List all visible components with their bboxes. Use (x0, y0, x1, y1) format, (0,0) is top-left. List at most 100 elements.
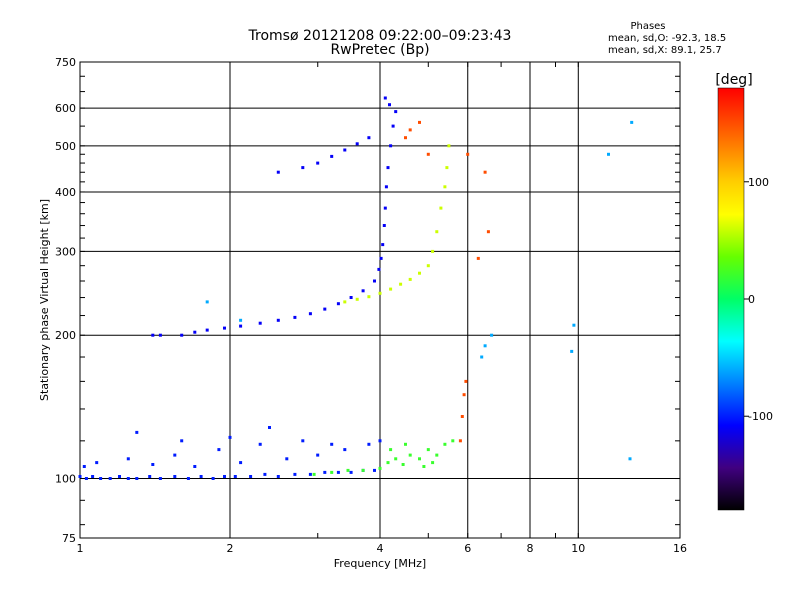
data-point (426, 152, 430, 156)
y-tick-label: 400 (55, 186, 76, 199)
data-point (217, 448, 221, 452)
data-point (389, 287, 393, 291)
data-point (293, 315, 297, 319)
data-point (249, 475, 253, 478)
data-point (418, 457, 421, 461)
data-point (205, 300, 209, 304)
data-point (205, 328, 209, 332)
data-point (367, 136, 371, 140)
data-point (343, 148, 347, 152)
stats-line-x: mean, sd,X: 89.1, 25.7 (608, 45, 722, 56)
data-point (173, 475, 177, 478)
data-point (355, 297, 359, 301)
data-point (95, 461, 99, 465)
data-point (361, 289, 365, 293)
data-point (223, 475, 226, 478)
data-point (607, 152, 610, 156)
data-point (330, 470, 334, 474)
data-point (293, 472, 297, 476)
data-point (486, 230, 490, 234)
data-point (381, 243, 385, 247)
data-point (91, 475, 95, 478)
chart-title: Tromsø 20121208 09:22:00–09:23:43 (248, 28, 512, 44)
x-tick-label: 2 (227, 542, 234, 555)
data-point (418, 271, 421, 275)
data-point (239, 461, 243, 465)
data-point (476, 256, 480, 260)
data-point (258, 442, 262, 446)
y-tick-label: 75 (62, 532, 76, 545)
data-point (316, 453, 320, 457)
data-point (404, 442, 407, 446)
data-point (451, 439, 455, 443)
data-point (118, 475, 121, 478)
data-point (435, 453, 439, 457)
data-point (483, 170, 487, 174)
data-point (276, 475, 280, 478)
data-point (126, 477, 130, 480)
x-tick-label: 10 (571, 542, 585, 555)
data-point (263, 472, 267, 476)
data-point (378, 466, 382, 470)
data-point (151, 463, 155, 466)
y-tick-label: 750 (55, 56, 76, 69)
data-point (312, 472, 316, 476)
data-point (386, 461, 390, 465)
data-point (401, 463, 405, 466)
data-point (391, 124, 395, 128)
data-point (199, 475, 203, 478)
data-point (431, 249, 435, 253)
data-point (308, 312, 312, 316)
data-point (462, 393, 466, 397)
data-point (418, 120, 421, 124)
data-point (84, 477, 88, 480)
data-point (135, 430, 139, 434)
colorbar-tick-label: -100 (748, 410, 773, 423)
data-point (108, 477, 112, 480)
data-point (135, 477, 139, 480)
data-point (367, 295, 371, 299)
data-point (443, 442, 447, 446)
x-tick-label: 4 (377, 542, 384, 555)
data-point (435, 230, 439, 234)
data-point (349, 296, 353, 299)
y-tick-label: 200 (55, 329, 76, 342)
data-point (330, 442, 334, 446)
data-point (373, 279, 376, 283)
data-point (408, 128, 412, 132)
data-point (490, 333, 494, 337)
axis-ticks: 1 2 4 6 8 10 16 75 100 200 300 400 500 600 750 (55, 56, 687, 555)
y-tick-label: 300 (55, 245, 76, 258)
data-point (382, 224, 386, 227)
data-point (301, 166, 305, 170)
x-tick-label: 16 (673, 542, 687, 555)
data-point (439, 206, 443, 210)
y-axis-label: Stationary phase Virtual Height [km] (38, 199, 51, 401)
colorbar-label: [deg] (715, 72, 752, 88)
data-point (408, 277, 412, 281)
data-point (349, 470, 353, 474)
data-point (336, 470, 340, 474)
data-point (383, 206, 387, 210)
y-tick-label: 100 (55, 473, 76, 486)
data-point (389, 144, 393, 148)
data-point (386, 166, 390, 170)
data-point (193, 330, 197, 334)
data-point (346, 468, 350, 472)
data-point (378, 439, 382, 443)
stats-heading: Phases (630, 21, 665, 32)
data-point (426, 264, 430, 268)
data-point (151, 333, 155, 337)
data-point (233, 475, 237, 478)
data-point (211, 477, 215, 480)
data-point (126, 457, 130, 461)
x-tick-label: 8 (527, 542, 534, 555)
data-point (158, 333, 162, 337)
data-point (404, 136, 407, 140)
data-point (173, 453, 177, 457)
data-point (422, 465, 426, 468)
data-point (383, 96, 387, 100)
data-point (378, 291, 382, 295)
data-point (458, 439, 462, 443)
data-point (343, 300, 347, 304)
